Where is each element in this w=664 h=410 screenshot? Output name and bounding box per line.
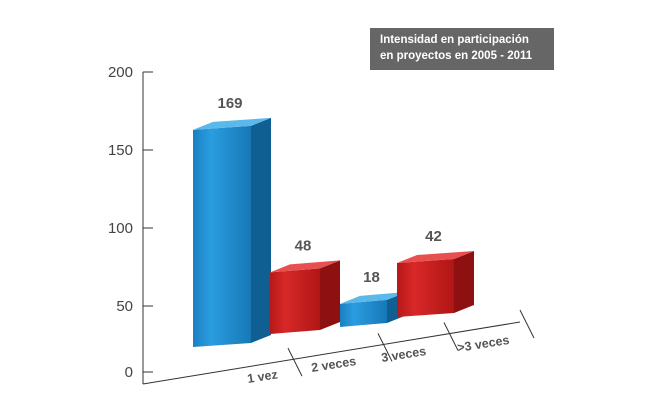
bar-4 (397, 251, 474, 317)
chart-title-line-2: en proyectos en 2005 - 2011 (380, 50, 533, 62)
bar-top (270, 260, 340, 273)
value-label: 169 (217, 95, 242, 112)
y-tick-label: 0 (125, 364, 133, 381)
y-tick-label: 150 (108, 142, 133, 159)
y-tick-label: 50 (116, 298, 133, 315)
bar-top (397, 251, 474, 264)
x-tick-label: 3 veces (380, 344, 427, 365)
x-tick-label: 1 vez (246, 367, 278, 386)
x-tick-mark (377, 333, 393, 362)
x-tick-label: 2 veces (310, 354, 357, 375)
bar-top (340, 291, 407, 304)
bar-3 (340, 291, 407, 327)
bar-side (320, 260, 340, 330)
x-tick-mark (443, 322, 459, 351)
chart-title-line-1: Intensidad en participación (380, 34, 529, 46)
value-label: 18 (363, 269, 380, 286)
value-labels: 169 48 18 42 (217, 95, 441, 286)
x-tick-mark (519, 309, 535, 339)
y-tick-label: 100 (108, 220, 133, 237)
bar-2 (270, 260, 340, 334)
value-label: 42 (425, 228, 442, 245)
bar-side (251, 117, 271, 344)
x-tick-label: >3 veces (456, 333, 510, 355)
bars (193, 117, 474, 348)
chart-title: Intensidad en participación en proyectos… (370, 28, 554, 70)
bar-1 (193, 117, 271, 348)
bar-front (270, 268, 320, 334)
y-tick-label: 200 (108, 64, 133, 81)
axes: 0 50 100 150 200 1 vez 2 veces 3 veces >3 veces (108, 64, 535, 386)
bar-side (454, 251, 474, 313)
bar-front (193, 125, 251, 348)
x-tick-mark (287, 347, 303, 377)
value-label: 48 (295, 237, 312, 254)
x-axis (142, 321, 521, 385)
bar-top (193, 117, 271, 130)
bar-front (340, 299, 387, 327)
bar-front (397, 259, 454, 317)
